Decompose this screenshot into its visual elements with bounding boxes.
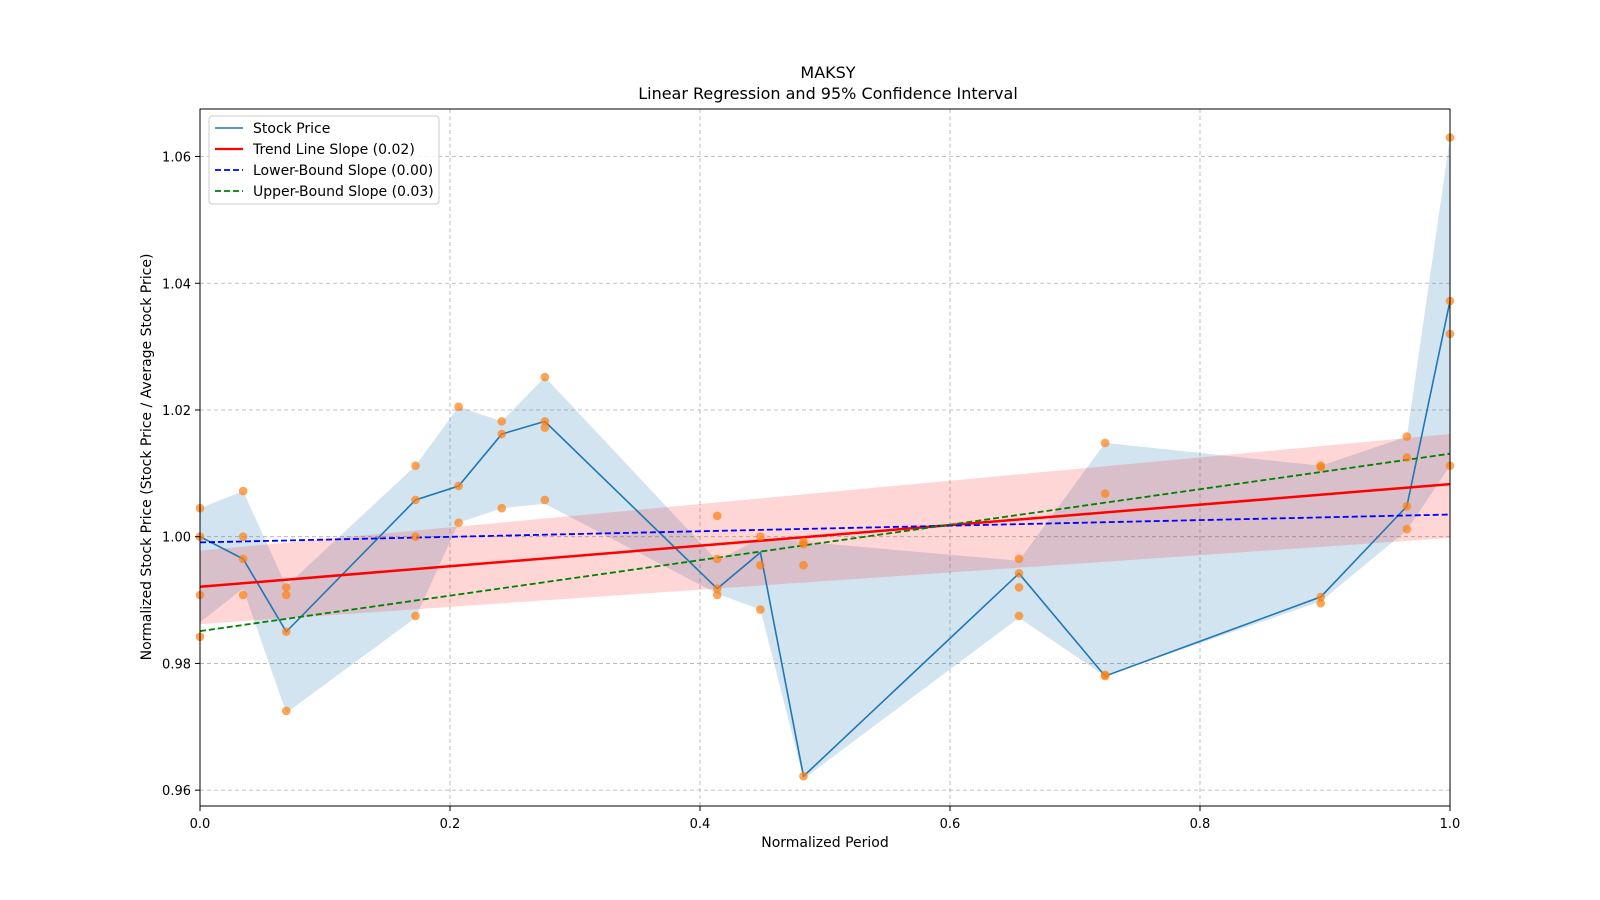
scatter-point bbox=[1402, 501, 1412, 511]
scatter-point bbox=[712, 584, 722, 593]
scatter-point bbox=[238, 532, 248, 542]
scatter-point bbox=[238, 590, 248, 600]
scatter-point bbox=[238, 554, 248, 564]
y-tick-label: 1.04 bbox=[162, 277, 191, 292]
chart-title: MAKSY bbox=[800, 63, 855, 82]
scatter-point bbox=[756, 605, 765, 614]
x-tick-label: 1.0 bbox=[1440, 817, 1461, 832]
scatter-point bbox=[799, 560, 808, 570]
chart-subtitle: Linear Regression and 95% Confidence Int… bbox=[638, 84, 1018, 103]
scatter-point bbox=[799, 771, 808, 781]
scatter-point bbox=[497, 503, 507, 513]
scatter-point bbox=[1402, 432, 1412, 441]
scatter-point bbox=[1316, 592, 1326, 602]
scatter-point bbox=[1316, 598, 1326, 608]
trend-line bbox=[199, 482, 1451, 589]
y-tick-label: 1.06 bbox=[162, 151, 191, 166]
scatter-point bbox=[756, 532, 765, 542]
scatter-point bbox=[712, 511, 722, 521]
scatter-point bbox=[281, 627, 291, 637]
x-tick-label: 0.8 bbox=[1190, 817, 1211, 832]
scatter-point bbox=[454, 402, 463, 412]
scatter-point bbox=[1014, 611, 1024, 621]
legend: Stock Price Trend Line Slope (0.02) Lowe… bbox=[208, 115, 440, 205]
scatter-point bbox=[281, 706, 291, 716]
x-tick-label: 0.0 bbox=[190, 817, 211, 832]
y-axis-ticks: 0.96 0.98 1.00 1.02 1.04 1.06 bbox=[162, 151, 200, 799]
grid bbox=[199, 109, 1451, 806]
scatter-point bbox=[454, 518, 463, 528]
x-axis-ticks: 0.0 0.2 0.4 0.6 0.8 1.0 bbox=[190, 806, 1461, 832]
scatter-point bbox=[411, 611, 420, 621]
scatter-point bbox=[1402, 524, 1412, 534]
x-tick-label: 0.4 bbox=[690, 817, 711, 832]
scatter-point bbox=[1014, 583, 1024, 592]
x-tick-label: 0.6 bbox=[940, 817, 961, 832]
scatter-point bbox=[411, 461, 420, 471]
scatter-point bbox=[281, 583, 291, 592]
upper-bound-line bbox=[199, 452, 1451, 633]
scatter-point bbox=[1402, 453, 1412, 462]
y-tick-label: 1.02 bbox=[162, 404, 191, 419]
x-axis-label: Normalized Period bbox=[761, 835, 889, 851]
y-tick-label: 0.96 bbox=[162, 784, 191, 799]
scatter-point bbox=[281, 590, 291, 600]
legend-label-lower-bound: Lower-Bound Slope (0.00) bbox=[253, 163, 433, 179]
scatter-point bbox=[238, 486, 248, 496]
scatter-point bbox=[712, 590, 722, 600]
scatter-point bbox=[712, 554, 722, 564]
scatter-point bbox=[497, 417, 507, 426]
y-tick-label: 1.00 bbox=[162, 531, 191, 546]
legend-label-upper-bound: Upper-Bound Slope (0.03) bbox=[253, 184, 434, 200]
scatter-point bbox=[497, 429, 507, 439]
scatter-point bbox=[799, 540, 808, 549]
scatter-point bbox=[411, 532, 420, 542]
legend-box bbox=[208, 115, 440, 205]
stock-price-band bbox=[200, 137, 1450, 779]
scatter-point bbox=[1014, 554, 1024, 564]
lower-bound-line bbox=[199, 513, 1451, 544]
scatter-point bbox=[1100, 489, 1110, 498]
y-axis-label: Normalized Stock Price (Stock Price / Av… bbox=[139, 254, 155, 661]
legend-label-trend-line: Trend Line Slope (0.02) bbox=[252, 142, 415, 158]
scatter-point bbox=[540, 495, 550, 505]
scatter-point bbox=[411, 495, 420, 505]
scatter-point bbox=[540, 372, 550, 382]
plot-frame bbox=[199, 108, 1451, 807]
scatter-point bbox=[454, 481, 463, 491]
scatter-point bbox=[540, 417, 550, 426]
y-tick-label: 0.98 bbox=[162, 657, 191, 672]
scatter-point bbox=[540, 423, 550, 433]
scatter-point bbox=[1100, 671, 1110, 681]
x-tick-label: 0.2 bbox=[440, 817, 461, 832]
scatter-point bbox=[1316, 462, 1326, 472]
scatter-point bbox=[1014, 569, 1024, 578]
scatter-point bbox=[1100, 438, 1110, 448]
legend-label-stock-price: Stock Price bbox=[253, 121, 330, 137]
scatter-point bbox=[756, 560, 765, 570]
